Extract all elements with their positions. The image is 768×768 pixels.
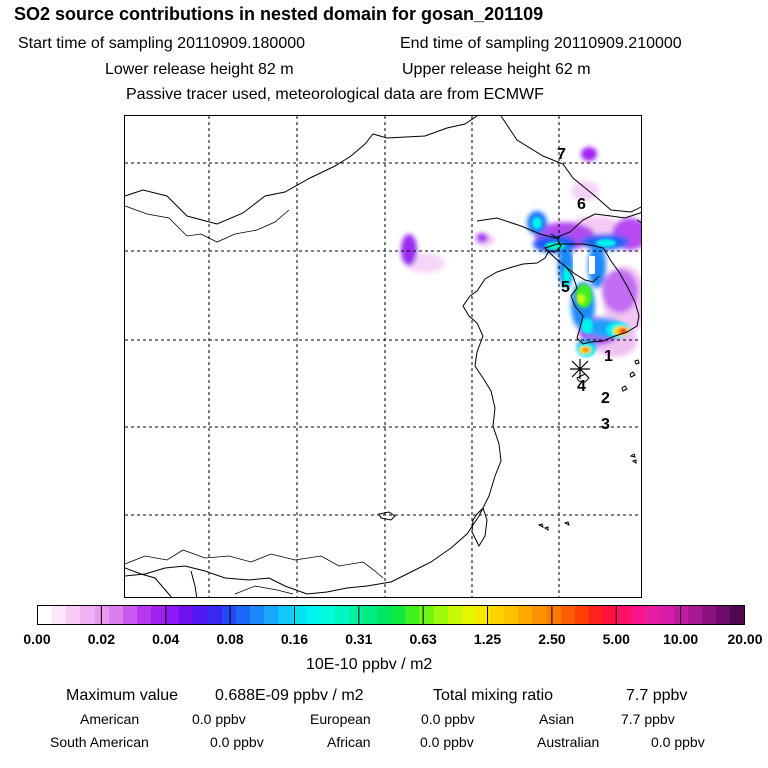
colorbar-swatch xyxy=(165,606,180,624)
page-title: SO2 source contributions in nested domai… xyxy=(14,4,544,24)
map-panel: 1 2 3 4 5 6 7 xyxy=(124,115,642,598)
colorbar-swatch xyxy=(588,606,603,624)
colorbar-swatch xyxy=(701,606,716,624)
colorbar-swatch xyxy=(391,606,406,624)
colorbar-tick-label: 0.04 xyxy=(152,631,180,647)
colorbar-swatch xyxy=(405,606,420,624)
colorbar-unit-label: 10E-10 ppbv / m2 xyxy=(306,656,433,673)
colorbar-swatch xyxy=(193,606,208,624)
colorbar-swatch xyxy=(447,606,462,624)
colorbar-tick-label: 10.00 xyxy=(663,631,699,647)
colorbar-swatch xyxy=(504,606,519,624)
colorbar-swatch xyxy=(687,606,702,624)
colorbar-swatch xyxy=(292,606,307,624)
colorbar-tick-label: 0.63 xyxy=(409,631,437,647)
colorbar-swatch xyxy=(306,606,321,624)
source-value-australian: 0.0 ppbv xyxy=(651,734,705,750)
colorbar-swatch xyxy=(659,606,674,624)
start-time-label: Start time of sampling 20110909.180000 xyxy=(18,35,306,52)
marker-5: 5 xyxy=(561,279,570,296)
marker-1: 1 xyxy=(604,348,613,365)
colorbar-swatch xyxy=(560,606,575,624)
colorbar-swatch xyxy=(136,606,151,624)
concentration-plume xyxy=(401,147,641,357)
colorbar-swatch xyxy=(377,606,392,624)
grid-lines xyxy=(125,116,641,597)
colorbar-swatch xyxy=(532,606,547,624)
colorbar-swatch xyxy=(320,606,335,624)
colorbar-swatch xyxy=(179,606,194,624)
colorbar-swatch xyxy=(475,606,490,624)
source-value-european: 0.0 ppbv xyxy=(421,711,475,727)
source-name-european: European xyxy=(310,711,371,727)
colorbar-swatch xyxy=(52,606,67,624)
colorbar-swatch xyxy=(461,606,476,624)
colorbar-swatch xyxy=(631,606,646,624)
colorbar-tick-label: 20.00 xyxy=(727,631,763,647)
colorbar-tick-label: 2.50 xyxy=(538,631,566,647)
colorbar-swatch xyxy=(207,606,222,624)
marker-4: 4 xyxy=(577,378,586,395)
marker-6: 6 xyxy=(577,196,586,213)
source-name-american: American xyxy=(80,711,140,727)
map-canvas: 1 2 3 4 5 6 7 xyxy=(125,116,641,597)
colorbar-tick-label: 0.08 xyxy=(216,631,244,647)
colorbar-swatch xyxy=(249,606,264,624)
colorbar-tick-label: 0.16 xyxy=(280,631,309,647)
sampling-site-marker xyxy=(570,359,590,379)
total-mixing-ratio-value: 7.7 ppbv xyxy=(626,687,688,704)
lower-release-height-label: Lower release height 82 m xyxy=(105,61,294,78)
colorbar-tick-label: 0.31 xyxy=(345,631,373,647)
marker-7: 7 xyxy=(557,146,566,163)
colorbar-swatch xyxy=(151,606,166,624)
colorbar-swatch xyxy=(518,606,533,624)
source-name-african: African xyxy=(327,734,371,750)
max-value-label: Maximum value xyxy=(66,687,179,704)
islands xyxy=(537,359,640,531)
colorbar-swatch xyxy=(716,606,731,624)
colorbar-dividers xyxy=(100,605,682,625)
marker-2: 2 xyxy=(601,390,610,407)
total-mixing-ratio-label: Total mixing ratio xyxy=(433,687,554,704)
colorbar-swatch xyxy=(603,606,618,624)
colorbar-swatch xyxy=(122,606,137,624)
source-value-asian: 7.7 ppbv xyxy=(621,711,675,727)
colorbar-tick-label: 5.00 xyxy=(602,631,630,647)
colorbar-swatch xyxy=(278,606,293,624)
colorbar-swatch xyxy=(490,606,505,624)
colorbar-swatch xyxy=(66,606,81,624)
source-value-american: 0.0 ppbv xyxy=(192,711,246,727)
source-value-south-american: 0.0 ppbv xyxy=(210,734,264,750)
end-time-label: End time of sampling 20110909.210000 xyxy=(400,35,682,52)
colorbar-swatch xyxy=(730,606,745,624)
source-name-south-american: South American xyxy=(50,734,149,750)
colorbar-swatch xyxy=(264,606,279,624)
colorbar-swatch xyxy=(574,606,589,624)
upper-release-height-label: Upper release height 62 m xyxy=(402,61,591,78)
colorbar-tick-label: 0.02 xyxy=(87,631,115,647)
colorbar-swatch xyxy=(362,606,377,624)
country-borders xyxy=(125,205,384,595)
colorbar-swatch xyxy=(617,606,632,624)
colorbar-tick-label: 1.25 xyxy=(473,631,502,647)
source-name-asian: Asian xyxy=(539,711,575,727)
colorbar-swatch xyxy=(235,606,250,624)
colorbar-swatch xyxy=(645,606,660,624)
colorbar-swatch xyxy=(334,606,349,624)
source-name-australian: Australian xyxy=(537,734,600,750)
colorbar-swatch xyxy=(221,606,236,624)
max-value: 0.688E-09 ppbv / m2 xyxy=(215,687,364,704)
marker-3: 3 xyxy=(601,416,610,433)
tracer-note: Passive tracer used, meteorological data… xyxy=(126,86,544,103)
colorbar-swatch xyxy=(108,606,123,624)
colorbar-swatch xyxy=(38,606,53,624)
colorbar-tick-label: 0.00 xyxy=(23,631,51,647)
coastlines xyxy=(125,116,641,597)
colorbar xyxy=(37,605,745,625)
colorbar-swatch xyxy=(80,606,95,624)
colorbar-swatch xyxy=(348,606,363,624)
colorbar-swatch xyxy=(546,606,561,624)
colorbar-swatch xyxy=(433,606,448,624)
source-value-african: 0.0 ppbv xyxy=(420,734,474,750)
